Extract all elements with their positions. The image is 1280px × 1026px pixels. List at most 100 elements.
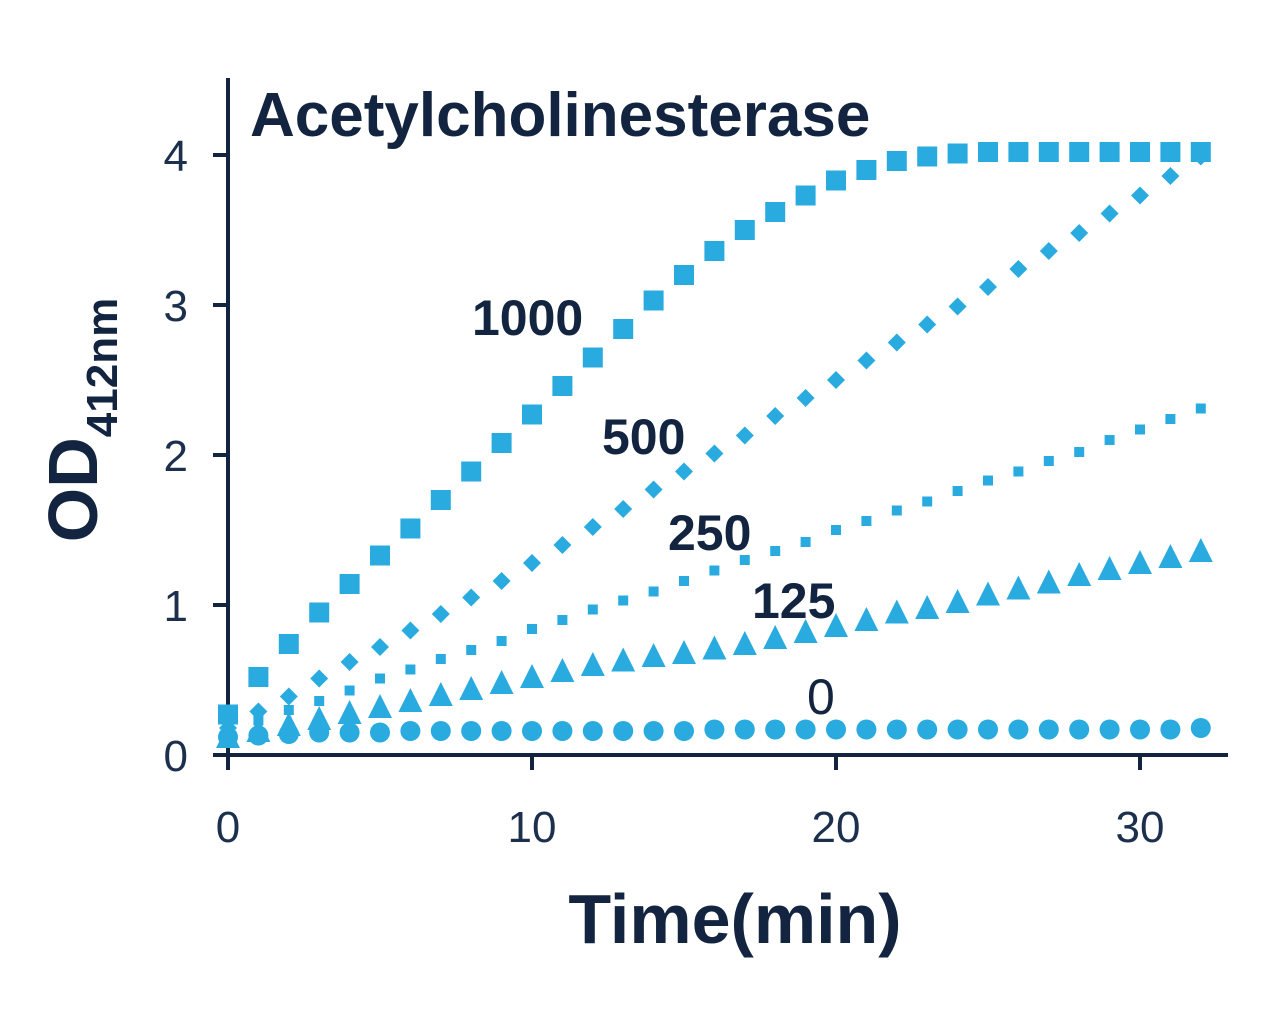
data-point-500 (735, 426, 754, 445)
data-point-500 (644, 480, 663, 499)
data-point-500 (371, 638, 389, 656)
data-point-250 (770, 546, 781, 556)
y-tick-label: 4 (164, 132, 188, 181)
data-point-125 (915, 595, 940, 619)
data-point-125 (1188, 538, 1213, 562)
data-point-0 (1160, 719, 1181, 740)
data-point-1000 (1160, 142, 1181, 162)
data-point-250 (800, 537, 811, 547)
data-point-500 (1070, 224, 1089, 242)
data-point-1000 (826, 170, 846, 191)
data-point-125 (763, 625, 788, 649)
data-point-1000 (218, 704, 238, 725)
data-point-1000 (582, 347, 603, 368)
x-tick-label: 30 (1116, 803, 1165, 852)
data-point-250 (283, 705, 294, 715)
data-point-250 (648, 586, 659, 597)
data-point-250 (922, 496, 933, 507)
data-point-250 (679, 576, 689, 586)
data-point-500 (340, 653, 359, 671)
data-point-1000 (491, 433, 512, 453)
data-point-125 (611, 647, 636, 672)
data-point-1000 (400, 518, 421, 539)
data-point-125 (307, 706, 332, 730)
data-point-0 (1190, 718, 1211, 738)
data-point-500 (857, 351, 876, 370)
data-point-1000 (886, 151, 907, 171)
data-point-500 (918, 315, 937, 334)
data-point-1000 (947, 143, 968, 164)
data-point-0 (1099, 719, 1120, 740)
svg-text:OD412nm: OD412nm (34, 298, 127, 542)
data-point-125 (945, 589, 970, 613)
data-point-1000 (734, 220, 755, 240)
series-label-125: 125 (752, 573, 835, 629)
data-point-0 (491, 721, 512, 741)
data-point-0 (917, 719, 938, 740)
data-point-1000 (856, 160, 877, 180)
x-tick-label: 0 (216, 803, 240, 852)
data-point-0 (704, 719, 725, 740)
data-point-125 (793, 619, 818, 643)
data-point-250 (739, 555, 750, 565)
data-point-250 (405, 664, 416, 675)
data-point-125 (1036, 569, 1061, 594)
data-point-1000 (1008, 142, 1029, 162)
y-axis-title: OD412nm (34, 298, 127, 542)
data-point-1000 (461, 461, 482, 482)
data-point-125 (1006, 575, 1031, 600)
data-point-0 (309, 722, 330, 743)
data-point-125 (976, 581, 1000, 606)
data-point-1000 (278, 634, 299, 654)
data-point-0 (278, 724, 299, 744)
data-point-500 (523, 554, 541, 572)
y-tick-label: 3 (164, 282, 188, 331)
data-point-500 (827, 371, 845, 389)
series-label-500: 500 (602, 409, 685, 465)
data-point-0 (613, 721, 634, 741)
data-point-1000 (430, 490, 451, 510)
data-point-1000 (522, 404, 542, 425)
data-point-500 (675, 462, 693, 481)
data-point-250 (435, 654, 446, 664)
data-point-1000 (1038, 142, 1059, 162)
data-point-500 (553, 536, 572, 554)
data-point-0 (339, 722, 360, 743)
data-point-500 (614, 500, 633, 518)
data-point-500 (583, 518, 602, 536)
data-point-1000 (613, 319, 634, 339)
data-point-500 (796, 389, 815, 407)
data-point-0 (643, 721, 664, 741)
data-point-125 (1097, 556, 1122, 580)
data-point-250 (557, 615, 568, 625)
data-point-1000 (309, 602, 330, 623)
data-point-250 (1013, 466, 1024, 477)
data-point-250 (1043, 456, 1054, 466)
data-point-0 (1008, 719, 1029, 740)
data-point-250 (527, 624, 537, 634)
data-point-250 (344, 685, 355, 696)
data-point-250 (1165, 414, 1176, 424)
data-point-250 (952, 486, 963, 496)
data-marks (216, 142, 1213, 748)
data-point-0 (522, 721, 542, 741)
ticks: 0 10 20 30 0 1 2 3 4 (164, 132, 1165, 852)
data-point-250 (466, 645, 477, 655)
data-point-125 (641, 643, 666, 667)
data-point-125 (884, 599, 909, 624)
data-point-250 (831, 525, 841, 535)
data-point-0 (1069, 719, 1090, 740)
data-point-0 (886, 719, 907, 740)
data-point-125 (854, 607, 879, 631)
data-point-0 (1038, 719, 1059, 740)
data-point-125 (1067, 562, 1092, 586)
data-point-250 (375, 673, 385, 684)
data-point-250 (891, 505, 902, 516)
data-point-125 (1158, 544, 1183, 568)
data-point-1000 (704, 241, 725, 261)
x-tick-label: 20 (812, 803, 861, 852)
data-point-125 (824, 613, 848, 637)
data-point-500 (766, 407, 785, 425)
data-point-500 (431, 605, 450, 623)
